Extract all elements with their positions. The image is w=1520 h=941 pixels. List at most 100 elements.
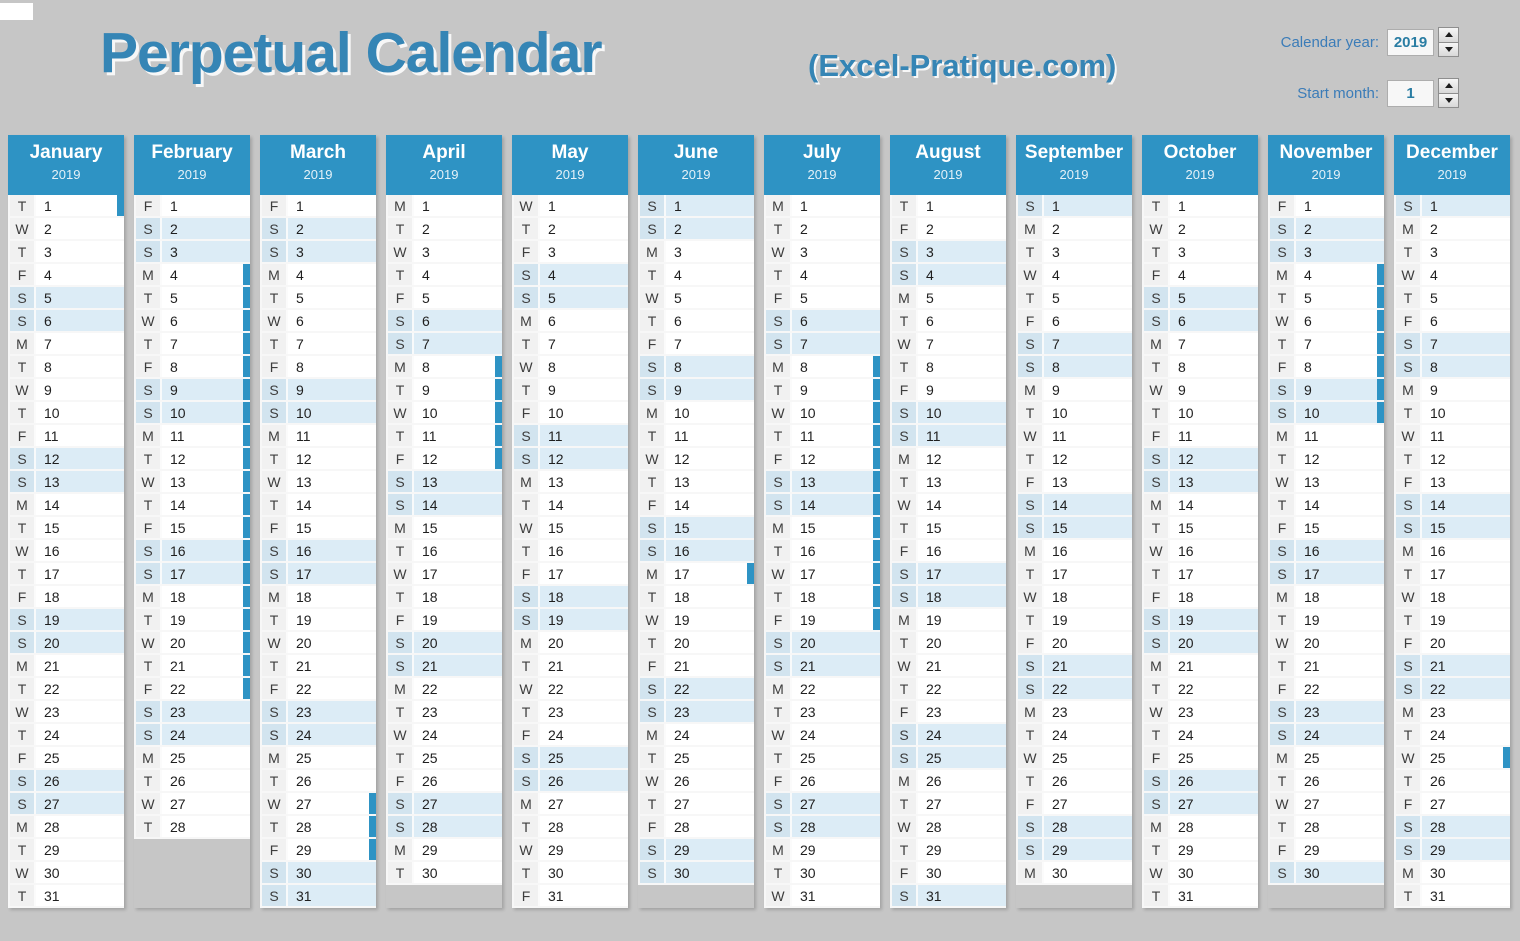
day-cell-november-6[interactable]: 6 [1296, 310, 1384, 331]
day-cell-may-4[interactable]: 4 [540, 264, 628, 285]
day-cell-march-28[interactable]: 28 [288, 816, 376, 837]
day-cell-february-14[interactable]: 14 [162, 494, 250, 515]
day-cell-may-31[interactable]: 31 [540, 885, 628, 906]
day-cell-april-25[interactable]: 25 [414, 747, 502, 768]
day-cell-june-22[interactable]: 22 [666, 678, 754, 699]
day-cell-january-29[interactable]: 29 [36, 839, 124, 860]
day-cell-march-8[interactable]: 8 [288, 356, 376, 377]
day-cell-october-15[interactable]: 15 [1170, 517, 1258, 538]
day-cell-january-24[interactable]: 24 [36, 724, 124, 745]
day-cell-september-26[interactable]: 26 [1044, 770, 1132, 791]
day-cell-may-30[interactable]: 30 [540, 862, 628, 883]
day-cell-april-14[interactable]: 14 [414, 494, 502, 515]
day-cell-june-20[interactable]: 20 [666, 632, 754, 653]
day-cell-january-19[interactable]: 19 [36, 609, 124, 630]
day-cell-august-12[interactable]: 12 [918, 448, 1006, 469]
day-cell-february-2[interactable]: 2 [162, 218, 250, 239]
day-cell-november-1[interactable]: 1 [1296, 195, 1384, 216]
day-cell-february-9[interactable]: 9 [162, 379, 250, 400]
day-cell-january-12[interactable]: 12 [36, 448, 124, 469]
day-cell-february-13[interactable]: 13 [162, 471, 250, 492]
day-cell-june-30[interactable]: 30 [666, 862, 754, 883]
day-cell-april-20[interactable]: 20 [414, 632, 502, 653]
day-cell-december-1[interactable]: 1 [1422, 195, 1510, 216]
day-cell-february-21[interactable]: 21 [162, 655, 250, 676]
day-cell-february-25[interactable]: 25 [162, 747, 250, 768]
day-cell-june-2[interactable]: 2 [666, 218, 754, 239]
day-cell-february-26[interactable]: 26 [162, 770, 250, 791]
day-cell-november-7[interactable]: 7 [1296, 333, 1384, 354]
day-cell-september-14[interactable]: 14 [1044, 494, 1132, 515]
day-cell-august-6[interactable]: 6 [918, 310, 1006, 331]
day-cell-june-25[interactable]: 25 [666, 747, 754, 768]
day-cell-january-27[interactable]: 27 [36, 793, 124, 814]
day-cell-may-20[interactable]: 20 [540, 632, 628, 653]
day-cell-april-19[interactable]: 19 [414, 609, 502, 630]
day-cell-november-30[interactable]: 30 [1296, 862, 1384, 883]
day-cell-december-4[interactable]: 4 [1422, 264, 1510, 285]
day-cell-december-19[interactable]: 19 [1422, 609, 1510, 630]
day-cell-april-26[interactable]: 26 [414, 770, 502, 791]
day-cell-november-14[interactable]: 14 [1296, 494, 1384, 515]
day-cell-october-23[interactable]: 23 [1170, 701, 1258, 722]
day-cell-october-9[interactable]: 9 [1170, 379, 1258, 400]
day-cell-august-9[interactable]: 9 [918, 379, 1006, 400]
day-cell-june-3[interactable]: 3 [666, 241, 754, 262]
day-cell-november-21[interactable]: 21 [1296, 655, 1384, 676]
day-cell-september-3[interactable]: 3 [1044, 241, 1132, 262]
day-cell-may-2[interactable]: 2 [540, 218, 628, 239]
day-cell-october-4[interactable]: 4 [1170, 264, 1258, 285]
day-cell-may-6[interactable]: 6 [540, 310, 628, 331]
day-cell-march-5[interactable]: 5 [288, 287, 376, 308]
day-cell-march-25[interactable]: 25 [288, 747, 376, 768]
day-cell-december-26[interactable]: 26 [1422, 770, 1510, 791]
day-cell-june-21[interactable]: 21 [666, 655, 754, 676]
day-cell-july-9[interactable]: 9 [792, 379, 880, 400]
day-cell-january-15[interactable]: 15 [36, 517, 124, 538]
day-cell-august-8[interactable]: 8 [918, 356, 1006, 377]
day-cell-june-11[interactable]: 11 [666, 425, 754, 446]
day-cell-march-31[interactable]: 31 [288, 885, 376, 906]
day-cell-december-25[interactable]: 25 [1422, 747, 1510, 768]
day-cell-january-3[interactable]: 3 [36, 241, 124, 262]
day-cell-march-14[interactable]: 14 [288, 494, 376, 515]
day-cell-september-20[interactable]: 20 [1044, 632, 1132, 653]
day-cell-march-3[interactable]: 3 [288, 241, 376, 262]
calendar-year-spin-down-button[interactable] [1438, 42, 1459, 57]
day-cell-september-25[interactable]: 25 [1044, 747, 1132, 768]
day-cell-november-11[interactable]: 11 [1296, 425, 1384, 446]
day-cell-november-26[interactable]: 26 [1296, 770, 1384, 791]
day-cell-october-8[interactable]: 8 [1170, 356, 1258, 377]
day-cell-march-1[interactable]: 1 [288, 195, 376, 216]
day-cell-february-20[interactable]: 20 [162, 632, 250, 653]
day-cell-august-22[interactable]: 22 [918, 678, 1006, 699]
day-cell-october-14[interactable]: 14 [1170, 494, 1258, 515]
day-cell-july-22[interactable]: 22 [792, 678, 880, 699]
day-cell-august-21[interactable]: 21 [918, 655, 1006, 676]
day-cell-may-5[interactable]: 5 [540, 287, 628, 308]
day-cell-september-9[interactable]: 9 [1044, 379, 1132, 400]
day-cell-october-31[interactable]: 31 [1170, 885, 1258, 906]
day-cell-november-19[interactable]: 19 [1296, 609, 1384, 630]
day-cell-february-17[interactable]: 17 [162, 563, 250, 584]
day-cell-november-13[interactable]: 13 [1296, 471, 1384, 492]
day-cell-december-31[interactable]: 31 [1422, 885, 1510, 906]
day-cell-december-8[interactable]: 8 [1422, 356, 1510, 377]
day-cell-april-18[interactable]: 18 [414, 586, 502, 607]
day-cell-june-12[interactable]: 12 [666, 448, 754, 469]
day-cell-march-15[interactable]: 15 [288, 517, 376, 538]
day-cell-may-7[interactable]: 7 [540, 333, 628, 354]
day-cell-april-4[interactable]: 4 [414, 264, 502, 285]
day-cell-april-7[interactable]: 7 [414, 333, 502, 354]
day-cell-june-4[interactable]: 4 [666, 264, 754, 285]
day-cell-august-7[interactable]: 7 [918, 333, 1006, 354]
day-cell-march-11[interactable]: 11 [288, 425, 376, 446]
day-cell-november-4[interactable]: 4 [1296, 264, 1384, 285]
day-cell-february-12[interactable]: 12 [162, 448, 250, 469]
day-cell-october-6[interactable]: 6 [1170, 310, 1258, 331]
day-cell-december-6[interactable]: 6 [1422, 310, 1510, 331]
day-cell-june-6[interactable]: 6 [666, 310, 754, 331]
day-cell-march-27[interactable]: 27 [288, 793, 376, 814]
day-cell-december-23[interactable]: 23 [1422, 701, 1510, 722]
day-cell-june-23[interactable]: 23 [666, 701, 754, 722]
